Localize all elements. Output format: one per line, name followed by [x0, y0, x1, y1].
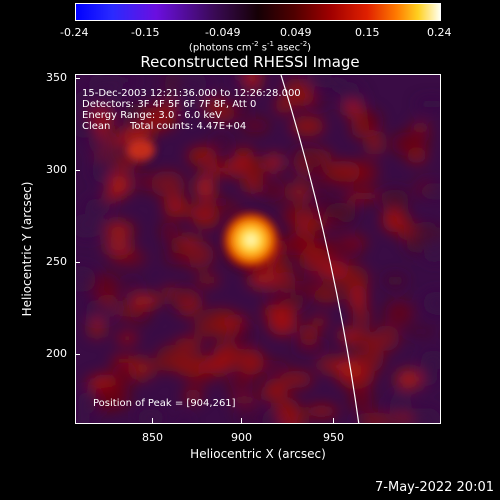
y-tick-label: 250	[46, 255, 67, 268]
x-tick-label: 950	[323, 431, 344, 444]
colorbar-tick: 0.049	[280, 26, 312, 39]
colorbar-tick: -0.24	[60, 26, 89, 39]
x-axis-label: Heliocentric X (arcsec)	[190, 447, 326, 461]
info-energy: Energy Range: 3.0 - 6.0 keV	[82, 110, 222, 121]
y-tick-label: 300	[46, 163, 67, 176]
colorbar	[75, 3, 441, 21]
x-tick-label: 900	[231, 431, 252, 444]
timestamp: 7-May-2022 20:01	[375, 480, 494, 495]
info-algorithm: Clean	[82, 121, 111, 132]
image-plot: 15-Dec-2003 12:21:36.000 to 12:26:28.000…	[75, 74, 441, 424]
plot-title: Reconstructed RHESSI Image	[140, 53, 360, 71]
colorbar-tick: 0.24	[427, 26, 452, 39]
colorbar-units: (photons cm-2 s-1 asec-2)	[188, 40, 312, 54]
y-tick-label: 200	[46, 347, 67, 360]
info-detectors: Detectors: 3F 4F 5F 6F 7F 8F, Att 0	[82, 99, 257, 110]
colorbar-tick: -0.049	[205, 26, 241, 39]
x-tick-label: 850	[142, 431, 163, 444]
rhessi-image	[76, 75, 440, 423]
colorbar-tick: 0.15	[355, 26, 380, 39]
y-tick-label: 350	[46, 71, 67, 84]
info-time: 15-Dec-2003 12:21:36.000 to 12:26:28.000	[82, 88, 301, 99]
colorbar-tick: -0.15	[131, 26, 160, 39]
solar-limb	[280, 75, 360, 423]
peak-position: Position of Peak = [904,261]	[93, 398, 236, 409]
info-counts: Total counts: 4.47E+04	[130, 121, 247, 132]
y-axis-label: Heliocentric Y (arcsec)	[20, 181, 34, 317]
